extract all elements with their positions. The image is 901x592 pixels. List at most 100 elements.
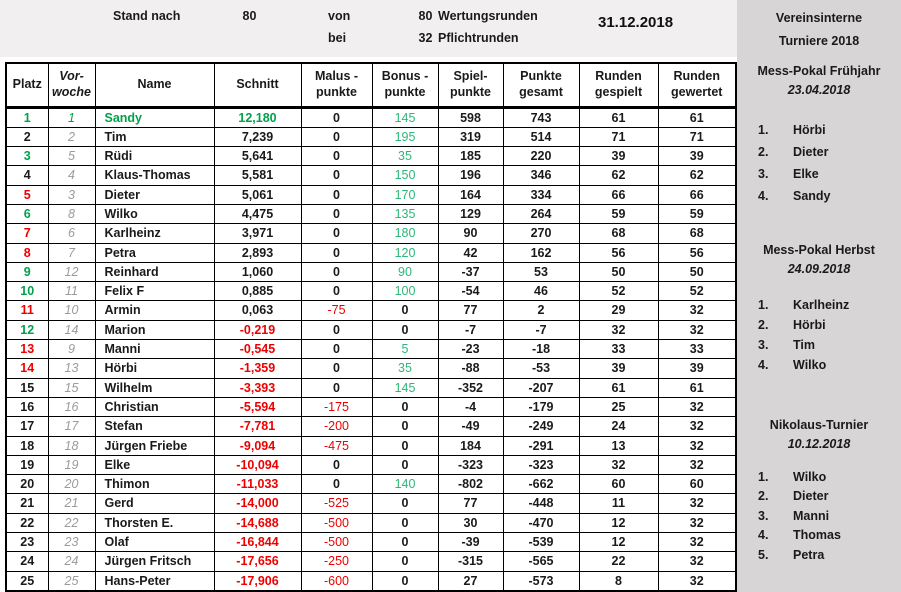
cell-bonus: 145 <box>371 106 439 128</box>
table-row: 13 9 Manni -0,545 0 5 -23 -18 33 33 <box>5 339 737 360</box>
cell-spiel: -23 <box>437 339 504 360</box>
cell-spiel: -7 <box>437 319 504 341</box>
cell-gewertet: 32 <box>657 396 737 418</box>
table-row: 7 6 Karlheinz 3,971 0 180 90 270 68 68 <box>5 223 737 244</box>
tournament-title: Mess-Pokal Frühjahr <box>757 64 881 78</box>
result-name: Hörbi <box>793 123 826 137</box>
cell-schnitt: 5,581 <box>213 165 302 186</box>
col-header-gewertet: Runden gewertet <box>657 62 737 109</box>
cell-spiel: -54 <box>437 281 504 302</box>
cell-malus: -75 <box>300 300 373 321</box>
cell-bonus: 35 <box>371 358 439 379</box>
cell-bonus: 0 <box>371 551 439 572</box>
cell-spiel: -315 <box>437 551 504 572</box>
result-rank: 2. <box>758 489 769 504</box>
cell-schnitt: 7,239 <box>213 126 302 148</box>
cell-platz: 21 <box>5 493 49 514</box>
col-header-spiel: Spiel- punkte <box>437 62 504 109</box>
cell-name: Sandy <box>94 106 215 128</box>
result-rank: 1. <box>758 298 769 312</box>
cell-vorwoche: 24 <box>47 551 96 572</box>
cell-malus: 0 <box>300 165 373 186</box>
table-row: 21 21 Gerd -14,000 -525 0 77 -448 11 32 <box>5 493 737 514</box>
cell-gewertet: 52 <box>657 281 737 302</box>
col-header-name: Name <box>94 62 215 109</box>
cell-vorwoche: 4 <box>47 165 96 186</box>
cell-schnitt: 12,180 <box>213 106 302 128</box>
cell-malus: 0 <box>300 126 373 148</box>
sidebar-title-line2: Turniere 2018 <box>778 34 860 48</box>
cell-bonus: 0 <box>371 300 439 321</box>
cell-gesamt: -249 <box>502 416 580 437</box>
cell-name: Dieter <box>94 184 215 205</box>
cell-malus: 0 <box>300 474 373 495</box>
cell-platz: 18 <box>5 435 49 456</box>
cell-schnitt: 1,060 <box>213 261 302 283</box>
cell-gesamt: 346 <box>502 165 580 186</box>
cell-platz: 6 <box>5 203 49 225</box>
col-header-gesamt: Punkte gesamt <box>502 62 580 109</box>
cell-name: Christian <box>94 396 215 418</box>
cell-vorwoche: 6 <box>47 223 96 244</box>
cell-name: Olaf <box>94 532 215 553</box>
cell-malus: 0 <box>300 377 373 398</box>
cell-spiel: -49 <box>437 416 504 437</box>
table-row: 8 7 Petra 2,893 0 120 42 162 56 56 <box>5 242 737 263</box>
tournament-section-herbst: Mess-Pokal Herbst 24.09.2018 1. Karlheinz… <box>737 243 901 375</box>
cell-gesamt: -323 <box>502 454 580 476</box>
cell-platz: 1 <box>5 106 49 128</box>
cell-malus: -200 <box>300 416 373 437</box>
cell-schnitt: -17,906 <box>213 570 302 592</box>
cell-gespielt: 61 <box>578 106 659 128</box>
table-row: 25 25 Hans-Peter -17,906 -600 0 27 -573 8 32 <box>5 570 737 592</box>
result-name: Thomas <box>793 528 841 543</box>
tournament-result: 4. Thomas <box>758 526 901 546</box>
cell-gewertet: 68 <box>657 223 737 244</box>
cell-spiel: 27 <box>437 570 504 592</box>
cell-malus: 0 <box>300 223 373 244</box>
cell-platz: 5 <box>5 184 49 205</box>
cell-name: Wilko <box>94 203 215 225</box>
cell-schnitt: -14,688 <box>213 512 302 534</box>
cell-platz: 11 <box>5 300 49 321</box>
table-row: 15 15 Wilhelm -3,393 0 145 -352 -207 61 61 <box>5 377 737 398</box>
cell-gewertet: 32 <box>657 300 737 321</box>
cell-gesamt: 162 <box>502 242 580 263</box>
cell-gewertet: 32 <box>657 416 737 437</box>
cell-name: Armin <box>94 300 215 321</box>
cell-name: Thorsten E. <box>94 512 215 534</box>
cell-gesamt: -207 <box>502 377 580 398</box>
cell-gespielt: 11 <box>578 493 659 514</box>
cell-gewertet: 61 <box>657 106 737 128</box>
cell-gewertet: 62 <box>657 165 737 186</box>
cell-schnitt: 2,893 <box>213 242 302 263</box>
cell-gespielt: 39 <box>578 358 659 379</box>
cell-spiel: -4 <box>437 396 504 418</box>
cell-bonus: 35 <box>371 146 439 167</box>
cell-gewertet: 32 <box>657 493 737 514</box>
cell-gesamt: -18 <box>502 339 580 360</box>
cell-bonus: 90 <box>371 261 439 283</box>
cell-name: Manni <box>94 339 215 360</box>
cell-gesamt: -7 <box>502 319 580 341</box>
cell-schnitt: -11,033 <box>213 474 302 495</box>
cell-spiel: 184 <box>437 435 504 456</box>
cell-spiel: -802 <box>437 474 504 495</box>
result-rank: 3. <box>758 338 769 352</box>
cell-gespielt: 22 <box>578 551 659 572</box>
tournament-section-nikolaus: Nikolaus-Turnier 10.12.2018 1. Wilko 2. Die… <box>737 418 901 565</box>
result-name: Manni <box>793 508 830 523</box>
cell-name: Klaus-Thomas <box>94 165 215 186</box>
cell-platz: 4 <box>5 165 49 186</box>
cell-spiel: 77 <box>437 300 504 321</box>
cell-bonus: 0 <box>371 319 439 341</box>
cell-bonus: 135 <box>371 203 439 225</box>
cell-malus: 0 <box>300 454 373 476</box>
cell-gewertet: 32 <box>657 512 737 534</box>
cell-platz: 24 <box>5 551 49 572</box>
cell-vorwoche: 14 <box>47 319 96 341</box>
cell-name: Gerd <box>94 493 215 514</box>
cell-name: Elke <box>94 454 215 476</box>
cell-malus: -175 <box>300 396 373 418</box>
result-rank: 3. <box>758 508 769 523</box>
